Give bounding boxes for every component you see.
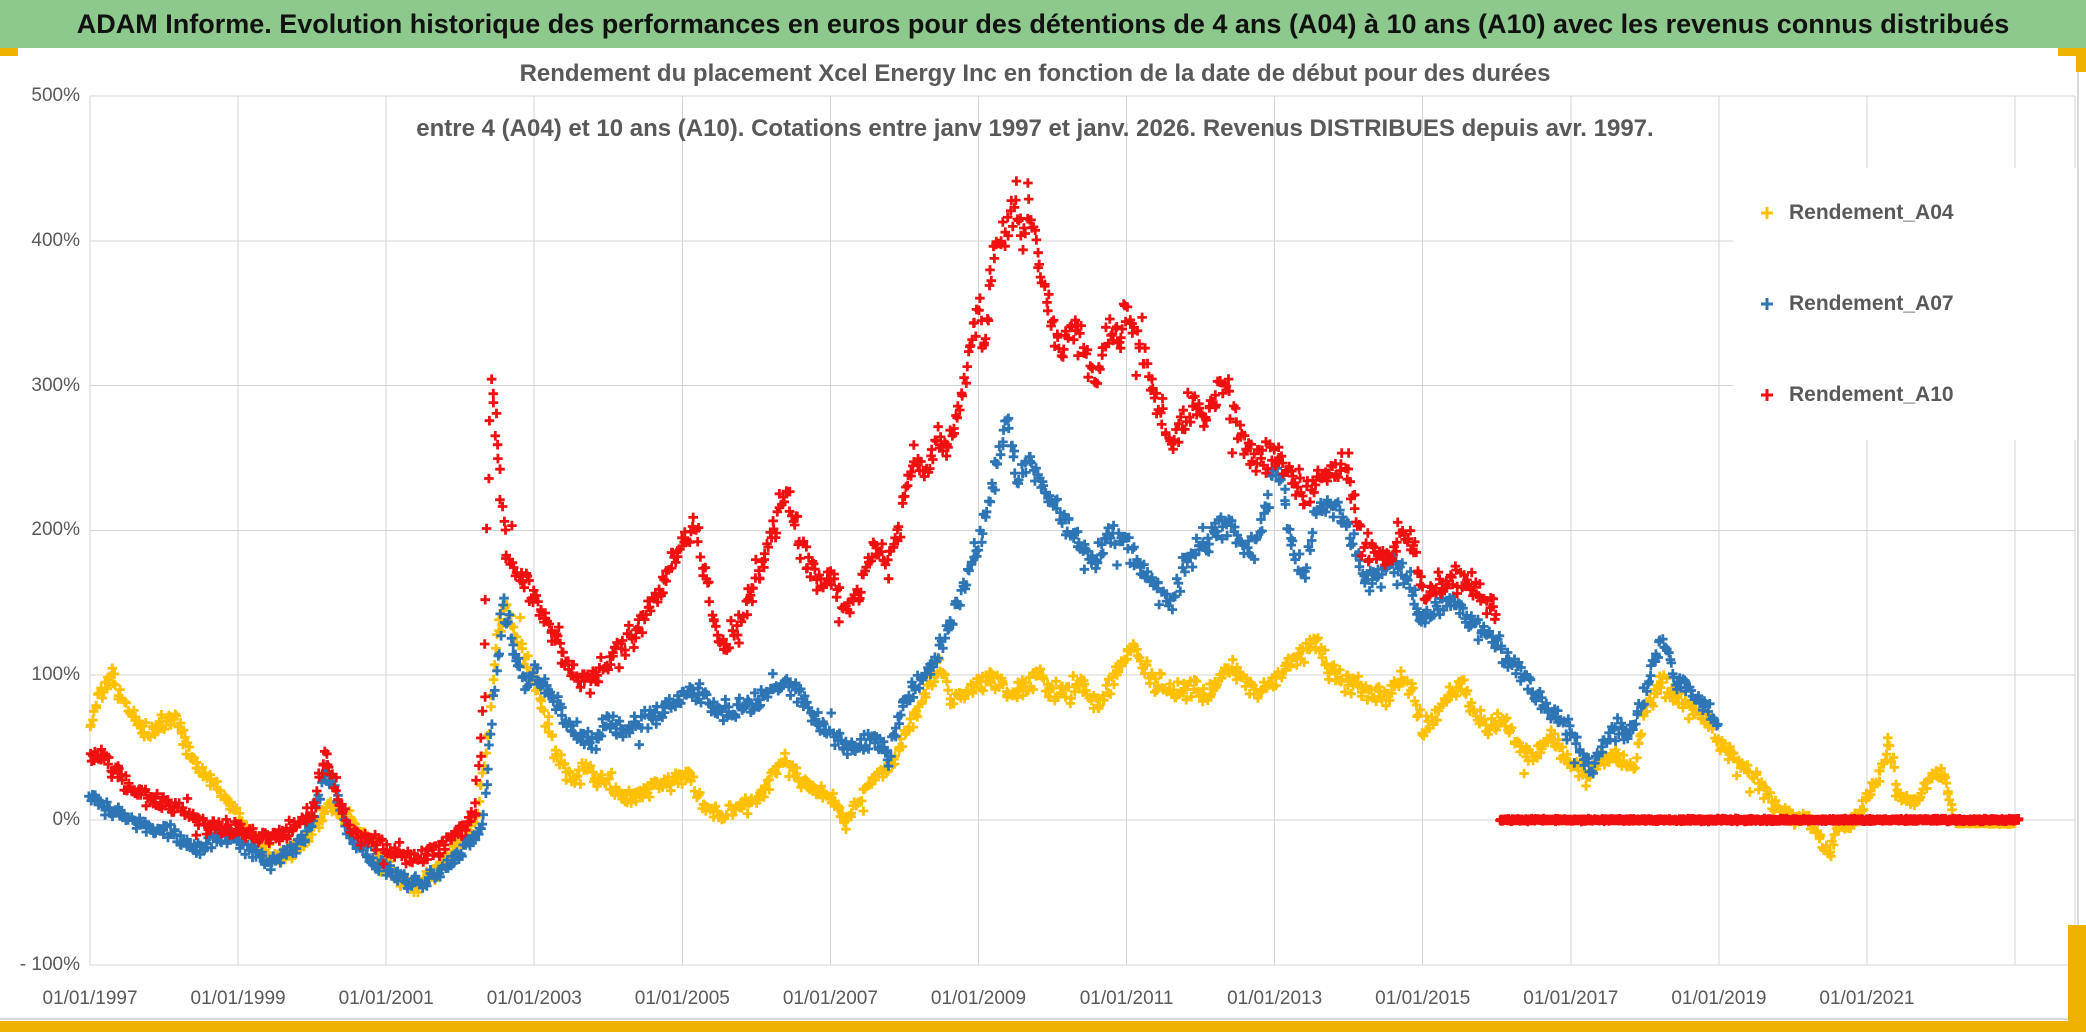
y-axis-label: 500%: [31, 85, 80, 106]
y-axis-label: - 100%: [19, 953, 80, 975]
x-axis-label: 01/01/2003: [486, 988, 582, 1009]
chart-title-line1: Rendement du placement Xcel Energy Inc e…: [519, 60, 1551, 87]
plus-marker-icon: [1761, 297, 1773, 310]
x-axis-label: 01/01/2013: [1227, 988, 1323, 1009]
x-axis-label: 01/01/2021: [1819, 988, 1915, 1009]
accent-top-left: [0, 48, 18, 56]
plot-gridlines: [89, 95, 2076, 966]
x-axis-label: 01/01/2009: [930, 988, 1027, 1009]
x-axis-label: 01/01/2007: [782, 988, 878, 1009]
chart-frame-bottom-line: [0, 1018, 2086, 1020]
banner-title: ADAM Informe. Evolution historique des p…: [0, 0, 2086, 48]
legend-item: Rendement_A04: [1759, 201, 2078, 225]
x-axis-label: 01/01/2015: [1375, 988, 1471, 1009]
x-axis-label: 01/01/1997: [42, 988, 138, 1009]
accent-top-right-h: [2058, 48, 2086, 56]
x-axis-label: 01/01/2005: [634, 988, 730, 1009]
y-axis-label: 200%: [31, 519, 80, 541]
plus-marker-icon: [1761, 207, 1773, 220]
legend-item-label: Rendement_A10: [1789, 382, 1954, 406]
plus-marker-icon: [1761, 388, 1773, 401]
legend-item-label: Rendement_A04: [1789, 201, 1954, 225]
y-axis-label: 100%: [31, 664, 80, 686]
x-axis-label: 01/01/2017: [1523, 988, 1619, 1009]
x-axis-label: 01/01/2001: [338, 988, 434, 1009]
accent-bottom-strip: [0, 1021, 2086, 1032]
y-axis-label: 0%: [52, 809, 80, 830]
legend: Rendement_A04 Rendement_A07 Rendement_A10: [1733, 168, 2078, 440]
legend-item-label: Rendement_A07: [1789, 291, 1954, 315]
accent-top-right-v: [2076, 48, 2086, 72]
x-axis-label: 01/01/2011: [1079, 988, 1174, 1009]
y-axis-label: 300%: [31, 374, 80, 396]
series-rendement_a10: [85, 176, 2024, 869]
x-axis-label: 01/01/1999: [190, 988, 286, 1009]
series-rendement_a04: [85, 600, 2020, 898]
accent-right-strip: [2068, 925, 2086, 1032]
series-rendement_a07: [84, 413, 1723, 894]
x-axis-label: 01/01/2019: [1671, 988, 1767, 1009]
legend-item: Rendement_A07: [1759, 292, 2078, 316]
legend-item: Rendement_A10: [1759, 383, 2078, 407]
chart-frame-right-line: [2077, 48, 2079, 1032]
chart-title-line2: entre 4 (A04) et 10 ans (A10). Cotations…: [416, 115, 1654, 142]
y-axis-label: 400%: [31, 229, 80, 251]
